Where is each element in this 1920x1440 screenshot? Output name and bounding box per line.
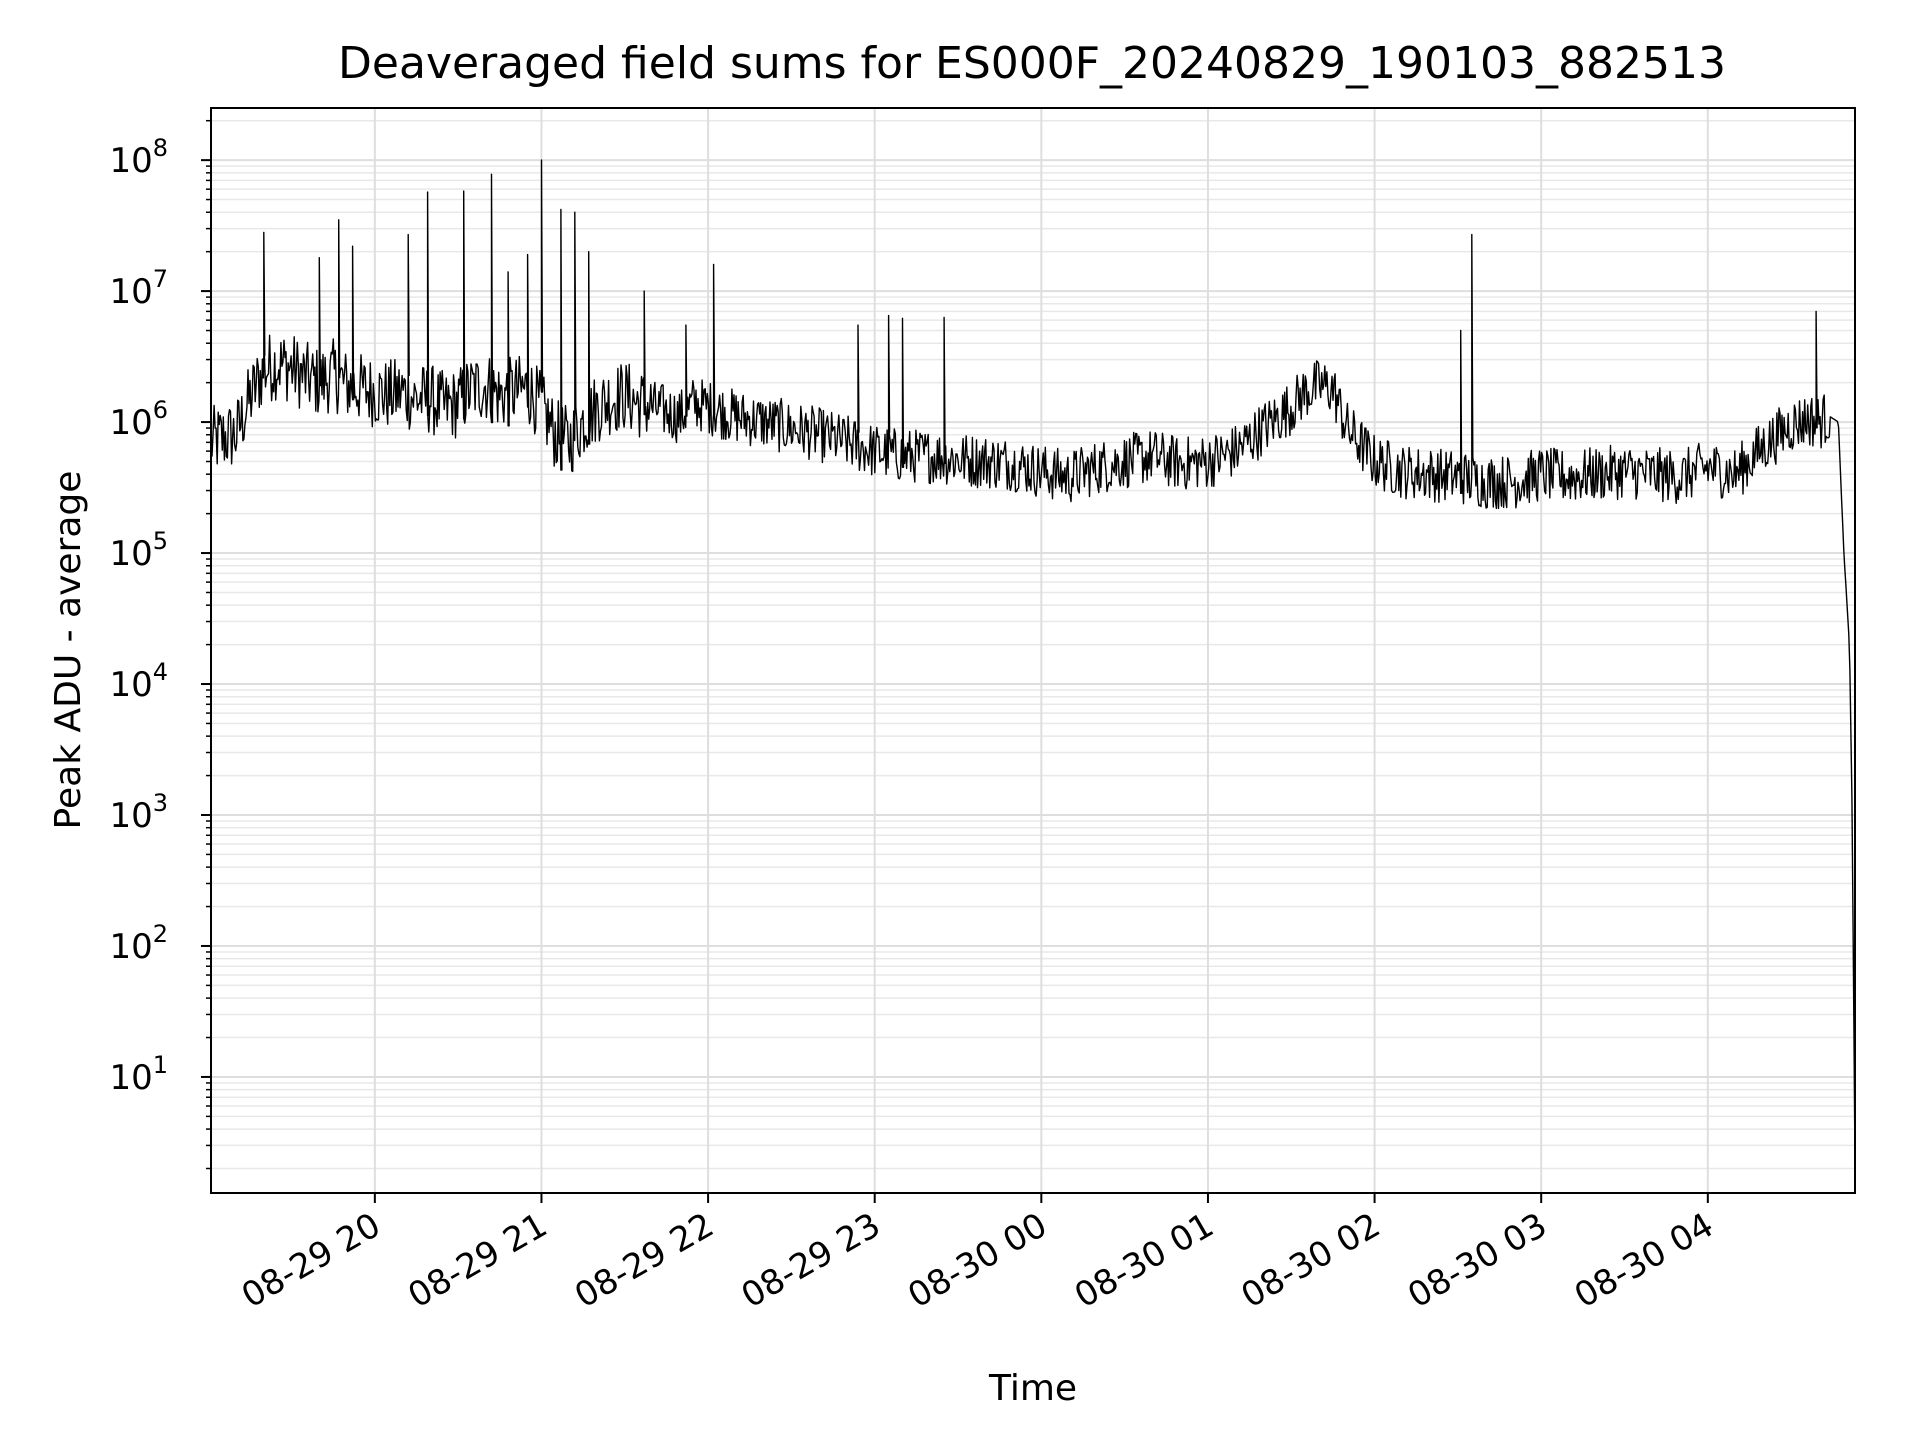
y-tick-label: 107 [109, 265, 168, 312]
series-line [210, 159, 1856, 1169]
y-tick-exponent: 8 [153, 134, 168, 162]
series-path [210, 159, 1856, 1169]
y-tick-exponent: 1 [153, 1051, 168, 1079]
y-tick-exponent: 7 [153, 265, 168, 293]
y-tick-base: 10 [109, 141, 152, 181]
y-tick-label: 103 [109, 789, 168, 836]
y-tick-label: 108 [109, 134, 168, 181]
y-tick-exponent: 3 [153, 789, 168, 817]
y-axis-label: Peak ADU - average [48, 471, 89, 830]
y-tick-base: 10 [109, 403, 152, 443]
y-tick-label: 106 [109, 396, 168, 443]
y-tick-exponent: 5 [153, 527, 168, 555]
y-tick-label: 101 [109, 1051, 168, 1098]
y-tick-base: 10 [109, 272, 152, 312]
x-axis-label: Time [988, 1368, 1077, 1409]
y-tick-label: 102 [109, 920, 168, 967]
y-tick-base: 10 [109, 927, 152, 967]
y-tick-base: 10 [109, 796, 152, 836]
chart-title: Deaveraged field sums for ES000F_2024082… [338, 38, 1726, 89]
y-tick-exponent: 6 [153, 396, 168, 424]
y-tick-base: 10 [109, 665, 152, 705]
y-tick-label: 105 [109, 527, 168, 574]
grid [211, 108, 1855, 1193]
y-tick-exponent: 2 [153, 920, 168, 948]
y-tick-label: 104 [109, 658, 168, 705]
y-tick-base: 10 [109, 534, 152, 574]
y-tick-exponent: 4 [153, 658, 168, 686]
plot-frame [210, 107, 1856, 1194]
y-tick-base: 10 [109, 1058, 152, 1098]
